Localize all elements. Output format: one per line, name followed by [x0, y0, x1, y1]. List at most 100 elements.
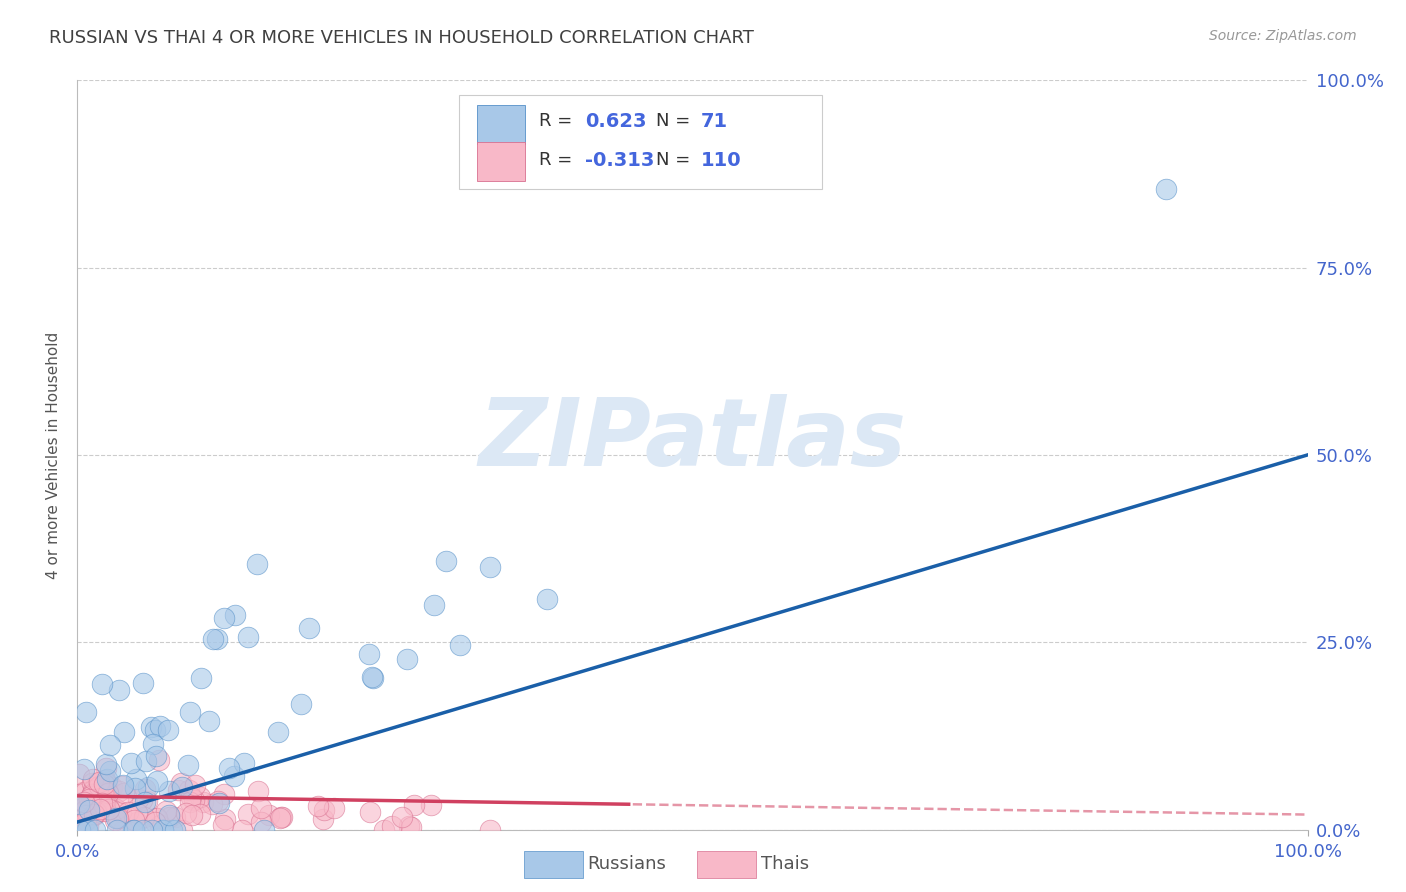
Point: [236, 630, 259, 644]
Point: [90, 804, 112, 818]
Point: [231, 822, 253, 837]
Point: [117, 805, 139, 820]
Point: [181, 808, 204, 822]
Point: [188, 807, 211, 822]
Text: N =: N =: [655, 152, 696, 169]
Y-axis label: 4 or more Vehicles in Household: 4 or more Vehicles in Household: [46, 331, 62, 579]
Point: [73, 803, 96, 817]
Point: [170, 780, 193, 794]
Point: [193, 795, 215, 809]
Point: [536, 591, 558, 606]
Point: [212, 817, 235, 831]
Point: [94, 776, 117, 790]
Point: [391, 810, 413, 824]
Point: [67, 767, 90, 781]
Point: [122, 822, 145, 837]
Point: [125, 806, 148, 821]
Point: [198, 714, 221, 728]
Point: [205, 632, 228, 646]
Point: [75, 808, 97, 822]
Point: [107, 810, 129, 824]
Point: [170, 776, 193, 790]
Point: [420, 797, 443, 812]
FancyBboxPatch shape: [477, 143, 526, 181]
Point: [146, 774, 169, 789]
Point: [177, 758, 200, 772]
Point: [69, 822, 91, 837]
Point: [75, 813, 97, 827]
Point: [361, 670, 384, 684]
Point: [142, 737, 165, 751]
Point: [98, 739, 121, 753]
Point: [208, 796, 231, 810]
Point: [104, 812, 127, 826]
Point: [167, 783, 190, 797]
Point: [111, 777, 134, 791]
Point: [135, 754, 157, 768]
Point: [214, 787, 236, 801]
Point: [86, 805, 108, 820]
Point: [157, 723, 180, 737]
Point: [183, 792, 205, 806]
Point: [73, 800, 96, 814]
Point: [132, 676, 155, 690]
Point: [172, 822, 194, 837]
Point: [80, 775, 103, 789]
Point: [179, 795, 201, 809]
Point: [155, 804, 177, 818]
Point: [449, 638, 471, 652]
Point: [76, 819, 98, 833]
Point: [398, 818, 420, 832]
Point: [83, 806, 105, 821]
Point: [141, 822, 163, 837]
Point: [73, 762, 96, 776]
Point: [89, 779, 111, 793]
Point: [174, 806, 197, 821]
Point: [122, 813, 145, 827]
Point: [214, 813, 236, 827]
Point: [157, 784, 180, 798]
Point: [89, 802, 111, 816]
Point: [380, 819, 402, 833]
Point: [201, 797, 224, 811]
Point: [104, 813, 127, 827]
Point: [91, 786, 114, 800]
Point: [94, 778, 117, 792]
Point: [269, 811, 291, 825]
Point: [93, 795, 115, 809]
Point: [136, 780, 159, 795]
Point: [77, 803, 100, 817]
Point: [76, 822, 98, 837]
Point: [93, 782, 115, 797]
Point: [190, 672, 212, 686]
Point: [82, 782, 104, 797]
Point: [131, 793, 153, 807]
Point: [112, 786, 135, 800]
Point: [224, 608, 246, 623]
Point: [98, 802, 121, 816]
Point: [124, 781, 146, 796]
Point: [141, 720, 163, 734]
Point: [322, 800, 344, 814]
Point: [69, 807, 91, 822]
Point: [401, 820, 423, 834]
Text: N =: N =: [655, 112, 696, 130]
FancyBboxPatch shape: [458, 95, 821, 189]
Point: [73, 795, 96, 809]
Point: [125, 772, 148, 786]
FancyBboxPatch shape: [477, 105, 526, 144]
Point: [179, 706, 201, 720]
Point: [232, 756, 254, 770]
Point: [94, 772, 117, 787]
Point: [101, 780, 124, 794]
Point: [423, 598, 446, 612]
Point: [112, 725, 135, 739]
Point: [246, 558, 269, 572]
Point: [112, 822, 135, 837]
Point: [82, 772, 104, 787]
Point: [152, 822, 174, 837]
Text: 0.623: 0.623: [585, 112, 647, 131]
Point: [307, 799, 329, 814]
Point: [72, 785, 94, 799]
Point: [73, 805, 96, 819]
